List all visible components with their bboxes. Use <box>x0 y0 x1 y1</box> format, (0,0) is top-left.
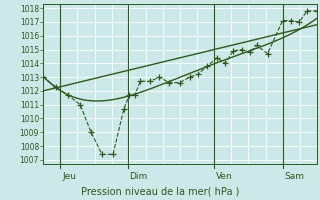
Text: Jeu: Jeu <box>62 172 76 181</box>
Text: Sam: Sam <box>284 172 304 181</box>
Text: Pression niveau de la mer( hPa ): Pression niveau de la mer( hPa ) <box>81 186 239 196</box>
Text: Dim: Dim <box>130 172 148 181</box>
Text: Ven: Ven <box>216 172 233 181</box>
